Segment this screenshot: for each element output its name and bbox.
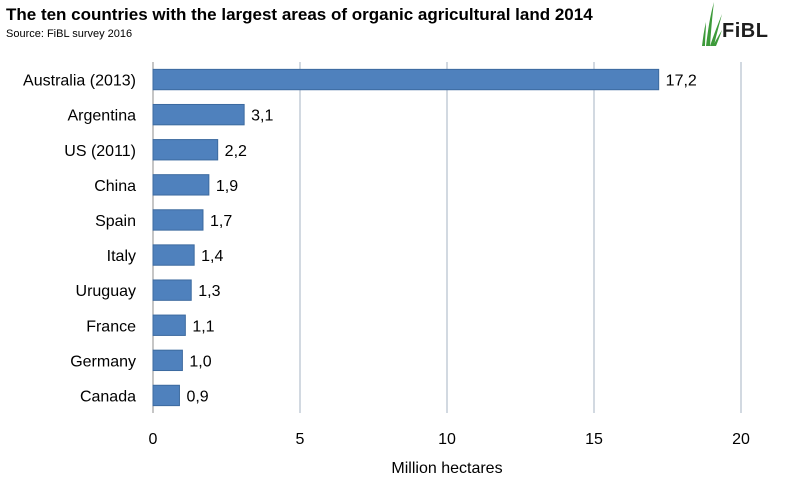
category-label: France bbox=[86, 318, 136, 335]
bar bbox=[152, 244, 195, 266]
chart-title: The ten countries with the largest areas… bbox=[6, 5, 593, 24]
x-tick-label: 10 bbox=[438, 431, 456, 448]
bar bbox=[152, 314, 186, 336]
bar bbox=[152, 279, 192, 301]
x-axis-title: Million hectares bbox=[391, 460, 502, 477]
data-label: 0,9 bbox=[186, 388, 208, 405]
x-tick-label: 5 bbox=[296, 431, 305, 448]
category-label: Australia (2013) bbox=[23, 73, 136, 90]
data-label: 1,0 bbox=[189, 353, 211, 370]
data-label: 1,9 bbox=[216, 178, 238, 195]
x-tick-label: 0 bbox=[149, 431, 158, 448]
x-tick-label: 15 bbox=[585, 431, 603, 448]
data-label: 1,3 bbox=[198, 283, 220, 300]
bar bbox=[152, 209, 204, 231]
bar bbox=[152, 349, 183, 372]
bar bbox=[152, 384, 180, 407]
x-tick-label: 20 bbox=[732, 431, 750, 448]
category-label: Italy bbox=[107, 248, 136, 265]
category-label: Uruguay bbox=[76, 283, 136, 300]
category-label: US (2011) bbox=[64, 143, 136, 160]
bar bbox=[152, 68, 660, 91]
chart-subtitle: Source: FiBL survey 2016 bbox=[6, 28, 133, 40]
category-label: China bbox=[94, 178, 136, 195]
category-label: Spain bbox=[95, 213, 136, 230]
data-label: 17,2 bbox=[666, 73, 697, 90]
data-label: 3,1 bbox=[251, 108, 273, 125]
bar bbox=[152, 139, 219, 161]
fibl-leaf-logo-icon bbox=[702, 2, 722, 46]
data-label: 1,7 bbox=[210, 213, 232, 230]
bar bbox=[152, 174, 210, 196]
data-label: 2,2 bbox=[225, 143, 247, 160]
bar bbox=[152, 103, 245, 126]
category-label: Canada bbox=[80, 388, 136, 405]
category-label: Argentina bbox=[68, 108, 137, 125]
fibl-logo-text: FiBL bbox=[722, 20, 769, 42]
data-label: 1,4 bbox=[201, 248, 223, 265]
data-label: 1,1 bbox=[192, 318, 214, 335]
category-label: Germany bbox=[70, 353, 136, 370]
